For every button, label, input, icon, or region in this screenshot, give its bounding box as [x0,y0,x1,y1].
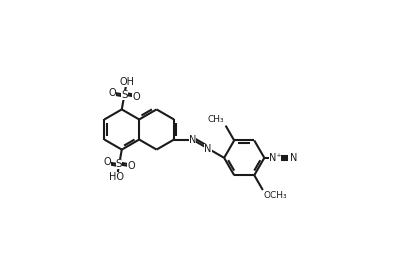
Text: CH₃: CH₃ [208,115,224,124]
Text: S: S [121,90,128,100]
Text: N: N [204,143,212,154]
Text: N: N [290,153,297,163]
Text: O: O [109,88,116,98]
Text: O: O [104,157,111,167]
Text: HO: HO [109,172,125,182]
Text: N: N [189,134,196,145]
Text: O: O [132,92,140,102]
Text: OH: OH [119,77,134,87]
Text: S: S [116,159,122,169]
Text: N⁺: N⁺ [269,153,282,163]
Text: OCH₃: OCH₃ [264,191,287,200]
Text: O: O [127,161,135,171]
